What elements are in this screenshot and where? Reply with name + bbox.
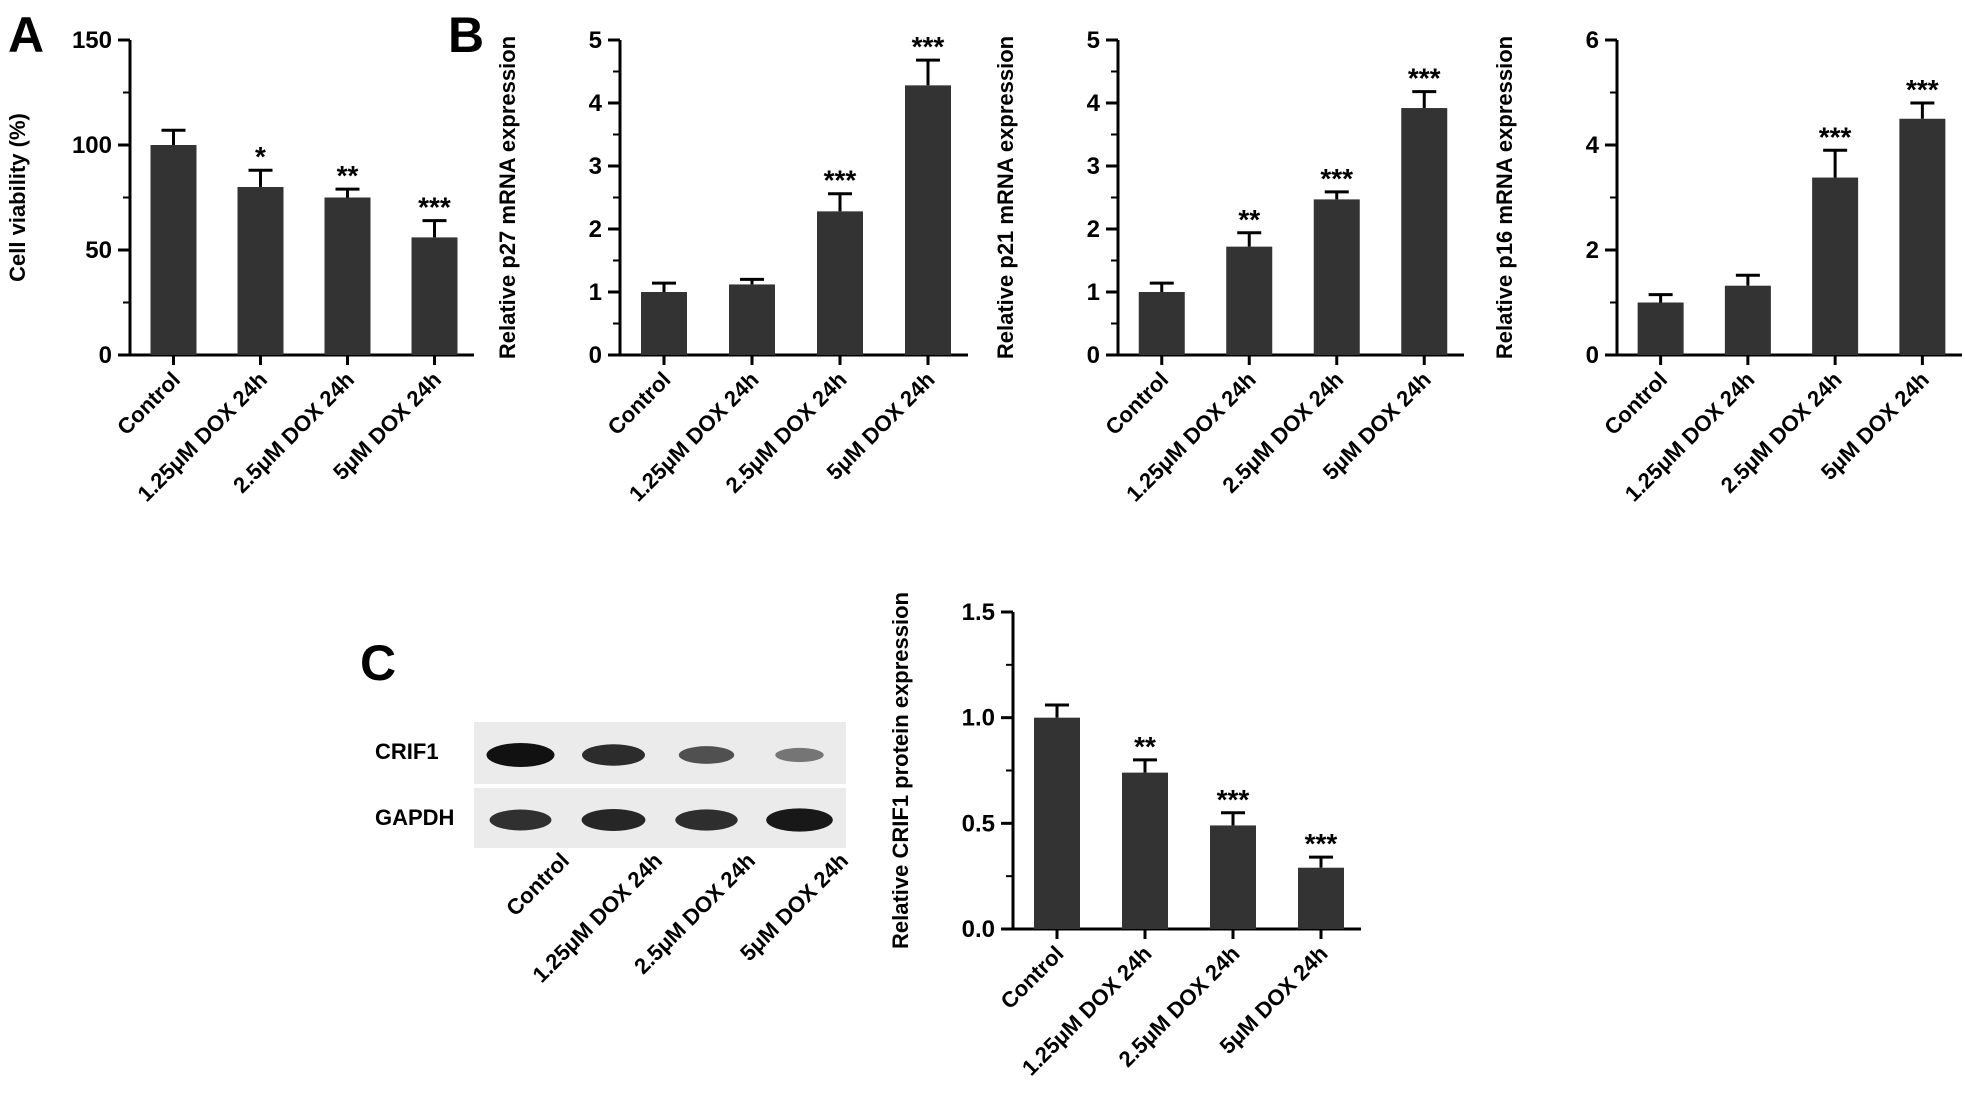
chart-b3-bar-1-25um bbox=[1724, 285, 1771, 355]
chart-c-y-axis-label: Relative CRIF1 protein expression bbox=[888, 592, 913, 949]
chart-a-y-tick-label: 100 bbox=[72, 132, 112, 159]
blot-row-label-crif1: CRIF1 bbox=[375, 739, 439, 764]
chart-b2-y-tick-label: 3 bbox=[1087, 153, 1100, 180]
chart-a-y-tick-label: 0 bbox=[99, 342, 112, 369]
chart-a-significance-2-5um: ** bbox=[337, 160, 359, 191]
chart-b2-y-tick-label: 0 bbox=[1087, 342, 1100, 369]
panel-letter-c: C bbox=[360, 635, 396, 691]
chart-b1-y-tick-label: 3 bbox=[589, 153, 602, 180]
chart-b3-y-tick-label: 2 bbox=[1586, 237, 1599, 264]
blot-band-gapdh-1-25um bbox=[581, 809, 646, 831]
chart-b2-bar-1-25um bbox=[1226, 246, 1273, 355]
chart-c-significance-1-25um: ** bbox=[1134, 731, 1156, 762]
chart-a-significance-1-25um: * bbox=[255, 141, 266, 172]
chart-b1-significance-5um: *** bbox=[912, 31, 945, 62]
panel-letter-b: B bbox=[448, 7, 484, 63]
blot-band-crif1-control bbox=[486, 743, 555, 767]
chart-b3-y-tick-label: 0 bbox=[1586, 342, 1599, 369]
chart-b1-bar-5um bbox=[905, 85, 951, 356]
chart-a-bar-2-5um bbox=[324, 197, 371, 355]
chart-b3-y-tick-label: 6 bbox=[1586, 27, 1599, 54]
chart-a-significance-5um: *** bbox=[418, 192, 451, 223]
chart-b1-bar-1-25um bbox=[729, 284, 775, 355]
chart-b1-significance-2-5um: *** bbox=[824, 165, 857, 196]
chart-b3-significance-2-5um: *** bbox=[1819, 121, 1852, 152]
chart-a-bar-control bbox=[150, 145, 197, 355]
chart-c-y-tick-label: 0.0 bbox=[962, 916, 995, 943]
chart-b1-y-tick-label: 4 bbox=[589, 90, 603, 117]
chart-a-y-tick-label: 50 bbox=[85, 237, 112, 264]
chart-b3-significance-5um: *** bbox=[1906, 74, 1939, 105]
chart-c-category-label-control: Control bbox=[996, 941, 1069, 1014]
chart-b1-y-axis-label: Relative p27 mRNA expression bbox=[495, 36, 520, 359]
chart-b2-y-axis-label: Relative p21 mRNA expression bbox=[993, 36, 1018, 359]
chart-a-category-label-control: Control bbox=[112, 367, 185, 440]
chart-b2-bar-2-5um bbox=[1313, 199, 1360, 355]
blot-band-gapdh-2-5um bbox=[675, 809, 738, 831]
chart-b3-y-tick-label: 4 bbox=[1586, 132, 1600, 159]
chart-p21-mrna: 0 1 2 3 4 5 Relative p21 mRNA expression Contro… bbox=[993, 27, 1464, 506]
blot-row-label-gapdh: GAPDH bbox=[375, 805, 454, 830]
chart-crif1-protein: 0.0 0.5 1.0 1.5 Relative CRIF1 protein expre… bbox=[888, 592, 1361, 1080]
chart-c-y-tick-label: 0.5 bbox=[962, 810, 995, 837]
chart-b1-y-tick-label: 1 bbox=[589, 279, 602, 306]
chart-a-y-axis-label: Cell viability (%) bbox=[5, 113, 30, 282]
chart-b3-bar-2-5um bbox=[1812, 177, 1859, 355]
panel-letter-a: A bbox=[8, 7, 44, 63]
chart-b2-y-tick-label: 5 bbox=[1087, 27, 1100, 54]
chart-c-significance-5um: *** bbox=[1305, 828, 1338, 859]
chart-b3-bar-control bbox=[1637, 302, 1684, 355]
blot-lane-label-control: Control bbox=[501, 848, 574, 921]
chart-b2-y-tick-label: 2 bbox=[1087, 216, 1100, 243]
blot-band-gapdh-5um bbox=[766, 808, 833, 832]
chart-a-y-tick-label: 150 bbox=[72, 27, 112, 54]
blot-band-crif1-1-25um bbox=[582, 744, 645, 766]
chart-b1-y-tick-label: 0 bbox=[589, 342, 602, 369]
chart-b2-y-tick-label: 4 bbox=[1087, 90, 1101, 117]
chart-b1-y-tick-label: 2 bbox=[589, 216, 602, 243]
chart-c-y-tick-label: 1.0 bbox=[962, 705, 995, 732]
blot-band-crif1-2-5um bbox=[678, 746, 735, 764]
chart-b1-y-tick-label: 5 bbox=[589, 27, 602, 54]
chart-b3-category-label-control: Control bbox=[1599, 367, 1672, 440]
chart-c-significance-2-5um: *** bbox=[1217, 784, 1250, 815]
chart-b3-bar-5um bbox=[1899, 118, 1946, 355]
chart-b2-bar-control bbox=[1138, 292, 1185, 355]
chart-b3-y-axis-label: Relative p16 mRNA expression bbox=[1492, 36, 1517, 359]
chart-b1-category-label-control: Control bbox=[603, 367, 676, 440]
chart-b2-significance-2-5um: *** bbox=[1320, 163, 1353, 194]
chart-c-bar-control bbox=[1034, 717, 1080, 929]
chart-b2-bar-5um bbox=[1401, 108, 1448, 355]
blot-band-gapdh-control bbox=[489, 809, 552, 831]
chart-a-bar-1-25um bbox=[237, 187, 284, 355]
blot-band-crif1-5um bbox=[775, 747, 824, 763]
chart-c-bar-2-5um bbox=[1210, 825, 1256, 929]
chart-c-bar-1-25um bbox=[1122, 772, 1168, 929]
chart-b2-significance-1-25um: ** bbox=[1238, 204, 1260, 235]
chart-b1-bar-control bbox=[641, 292, 687, 355]
chart-b2-y-tick-label: 1 bbox=[1087, 279, 1100, 306]
chart-c-y-tick-label: 1.5 bbox=[962, 599, 995, 626]
chart-b2-significance-5um: *** bbox=[1408, 63, 1441, 94]
chart-b1-bar-2-5um bbox=[817, 211, 863, 355]
chart-p27-mrna: 0 1 2 3 4 5 Relative p27 mRNA expression Contro… bbox=[495, 27, 968, 506]
chart-b2-category-label-control: Control bbox=[1100, 367, 1173, 440]
chart-a-bar-5um bbox=[411, 237, 458, 355]
chart-c-bar-5um bbox=[1298, 867, 1344, 929]
